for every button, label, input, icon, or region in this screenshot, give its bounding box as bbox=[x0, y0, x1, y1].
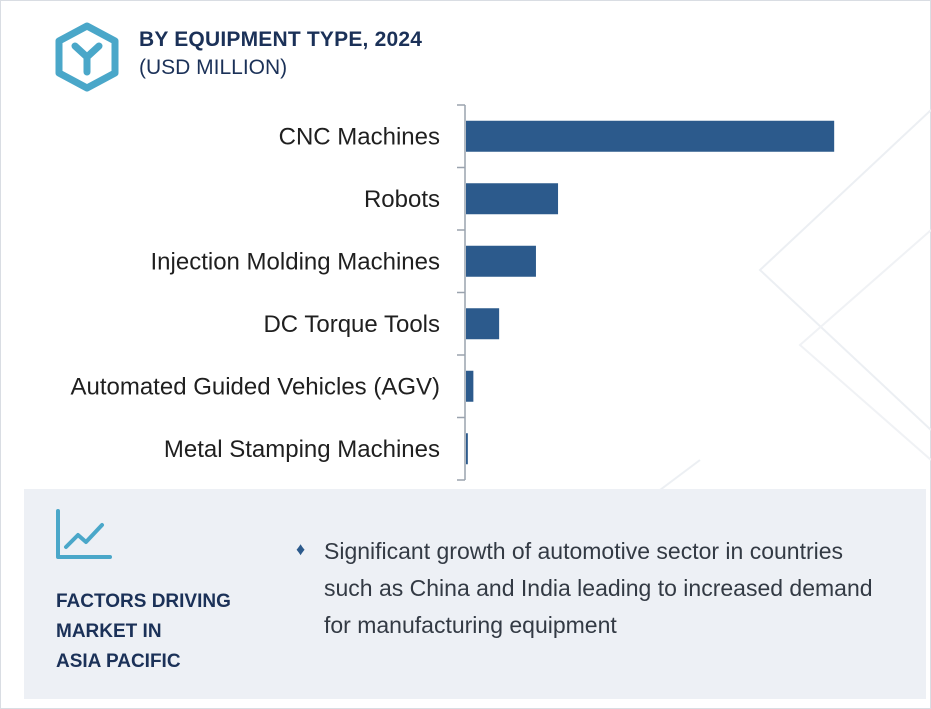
factor-bullet-text: Significant growth of automotive sector … bbox=[324, 538, 873, 638]
bar bbox=[466, 245, 536, 277]
category-label: Injection Molding Machines bbox=[151, 248, 441, 275]
category-label: Metal Stamping Machines bbox=[164, 436, 440, 463]
category-label: Automated Guided Vehicles (AGV) bbox=[70, 373, 440, 400]
factors-heading-line: MARKET IN bbox=[56, 621, 162, 642]
factors-heading-line: FACTORS DRIVING bbox=[56, 591, 231, 612]
hexagon-y-logo-icon bbox=[55, 22, 119, 92]
bar bbox=[466, 120, 835, 152]
category-label: DC Torque Tools bbox=[263, 311, 440, 338]
factors-heading: FACTORS DRIVING MARKET IN ASIA PACIFIC bbox=[56, 587, 286, 677]
chart-title: BY EQUIPMENT TYPE, 2024 bbox=[139, 28, 423, 51]
factors-panel: FACTORS DRIVING MARKET IN ASIA PACIFIC ♦… bbox=[24, 489, 926, 699]
bar bbox=[466, 308, 500, 340]
diamond-bullet-icon: ♦ bbox=[296, 539, 306, 559]
category-label: Robots bbox=[364, 186, 440, 213]
bar-chart: CNC Machines Robots Injection Molding Mach… bbox=[70, 104, 835, 481]
factors-heading-line: ASIA PACIFIC bbox=[56, 651, 181, 672]
bar bbox=[466, 433, 468, 465]
bar bbox=[466, 370, 474, 402]
chart-subtitle: (USD MILLION) bbox=[139, 56, 288, 79]
bar bbox=[466, 183, 559, 215]
line-chart-trend-icon bbox=[56, 509, 112, 559]
chart-header: BY EQUIPMENT TYPE, 2024 (USD MILLION) bbox=[139, 28, 422, 80]
category-label: CNC Machines bbox=[279, 123, 440, 150]
